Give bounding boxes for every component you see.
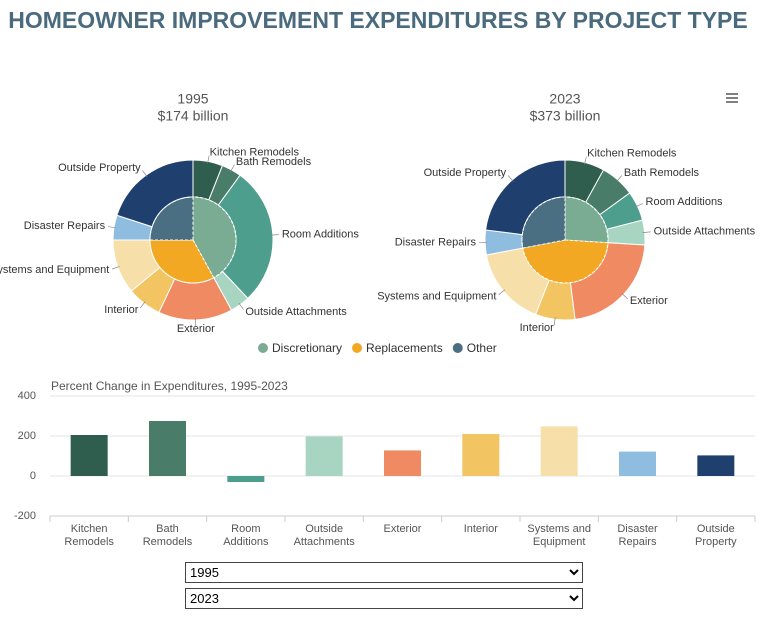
leader-line (230, 164, 235, 172)
leader-line (621, 293, 628, 300)
leader-line (642, 231, 651, 234)
slice-label: Kitchen Remodels (210, 146, 300, 158)
slice-label: Kitchen Remodels (587, 148, 677, 160)
slice-label: Interior (520, 322, 555, 334)
inner-ring (521, 196, 609, 284)
leader-line (270, 234, 279, 236)
leader-line (111, 266, 120, 270)
slice-label: Exterior (630, 295, 668, 307)
page-title: HOMEOWNER IMPROVEMENT EXPENDITURES BY PR… (8, 7, 748, 33)
slice-label: Exterior (177, 323, 215, 335)
legend-label: Discretionary (272, 341, 342, 355)
bar (70, 435, 108, 476)
y-tick-label: 0 (30, 470, 36, 482)
leader-line (584, 156, 587, 165)
y-tick-label: 200 (18, 430, 36, 442)
x-tick-label: Outside Attachments (293, 523, 355, 548)
leader-line (238, 302, 244, 310)
pie-inner-slice (192, 196, 237, 279)
slice-label: Outside Attachments (245, 306, 347, 318)
slice-label: Disaster Repairs (395, 237, 477, 249)
menu-button[interactable] (722, 90, 742, 108)
y-tick-label: -200 (14, 510, 36, 522)
slice-label: Systems and Equipment (377, 291, 496, 303)
slice-label: Bath Remodels (236, 156, 312, 168)
bar-chart-title: Percent Change in Expenditures, 1995-202… (51, 379, 288, 393)
inner-ring (149, 196, 237, 284)
pie-subtitle: $174 billion (158, 108, 229, 124)
leader-line (616, 175, 623, 182)
bar (149, 421, 186, 476)
x-tick-label: Bath Remodels (142, 523, 193, 548)
x-tick-label: Systems and Equipment (527, 523, 591, 548)
x-tick-label: Interior (463, 523, 498, 535)
slice-label: Systems and Equipment (0, 264, 109, 276)
menu-hit[interactable] (722, 90, 742, 108)
bar (305, 436, 343, 476)
pie-title: 2023 (549, 91, 580, 107)
bar (540, 426, 578, 476)
leader-line (142, 170, 148, 178)
x-tick-label: Room Additions (223, 523, 269, 548)
leader-line (207, 155, 210, 164)
pie-title: 1995 (177, 91, 208, 107)
year-select[interactable]: 1995 (185, 562, 583, 583)
x-tick-label: Kitchen Remodels (64, 523, 114, 548)
slice-label: Outside Attachments (654, 226, 756, 238)
leader-line (108, 226, 117, 229)
year-select[interactable]: 2023 (185, 588, 583, 609)
leader-line (498, 289, 506, 296)
legend-marker (352, 343, 363, 353)
bar (227, 476, 265, 482)
legend-label: Replacements (366, 341, 443, 355)
bar (619, 451, 656, 476)
slice-label: Outside Property (424, 167, 507, 179)
slice-label: Room Additions (282, 228, 360, 240)
bar (697, 455, 735, 476)
legend-marker (452, 343, 463, 353)
legend-label: Other (467, 341, 497, 355)
x-tick-label: Disaster Repairs (617, 523, 658, 548)
pie-subtitle: $373 billion (530, 108, 601, 124)
legend-marker (258, 343, 268, 353)
y-tick-label: 400 (18, 390, 36, 402)
leader-line (507, 175, 514, 182)
leader-line (635, 203, 643, 208)
bar (384, 450, 421, 476)
bar (462, 434, 500, 476)
x-tick-label: Exterior (383, 523, 422, 535)
pie-inner-slice (521, 196, 566, 249)
slice-label: Interior (104, 304, 139, 316)
slice-label: Bath Remodels (624, 167, 700, 179)
slice-label: Room Additions (646, 196, 724, 208)
x-tick-label: Outside Property (695, 523, 737, 548)
slice-label: Outside Property (58, 162, 141, 174)
leader-line (140, 301, 146, 309)
slice-label: Disaster Repairs (24, 220, 106, 232)
leader-line (553, 317, 556, 326)
